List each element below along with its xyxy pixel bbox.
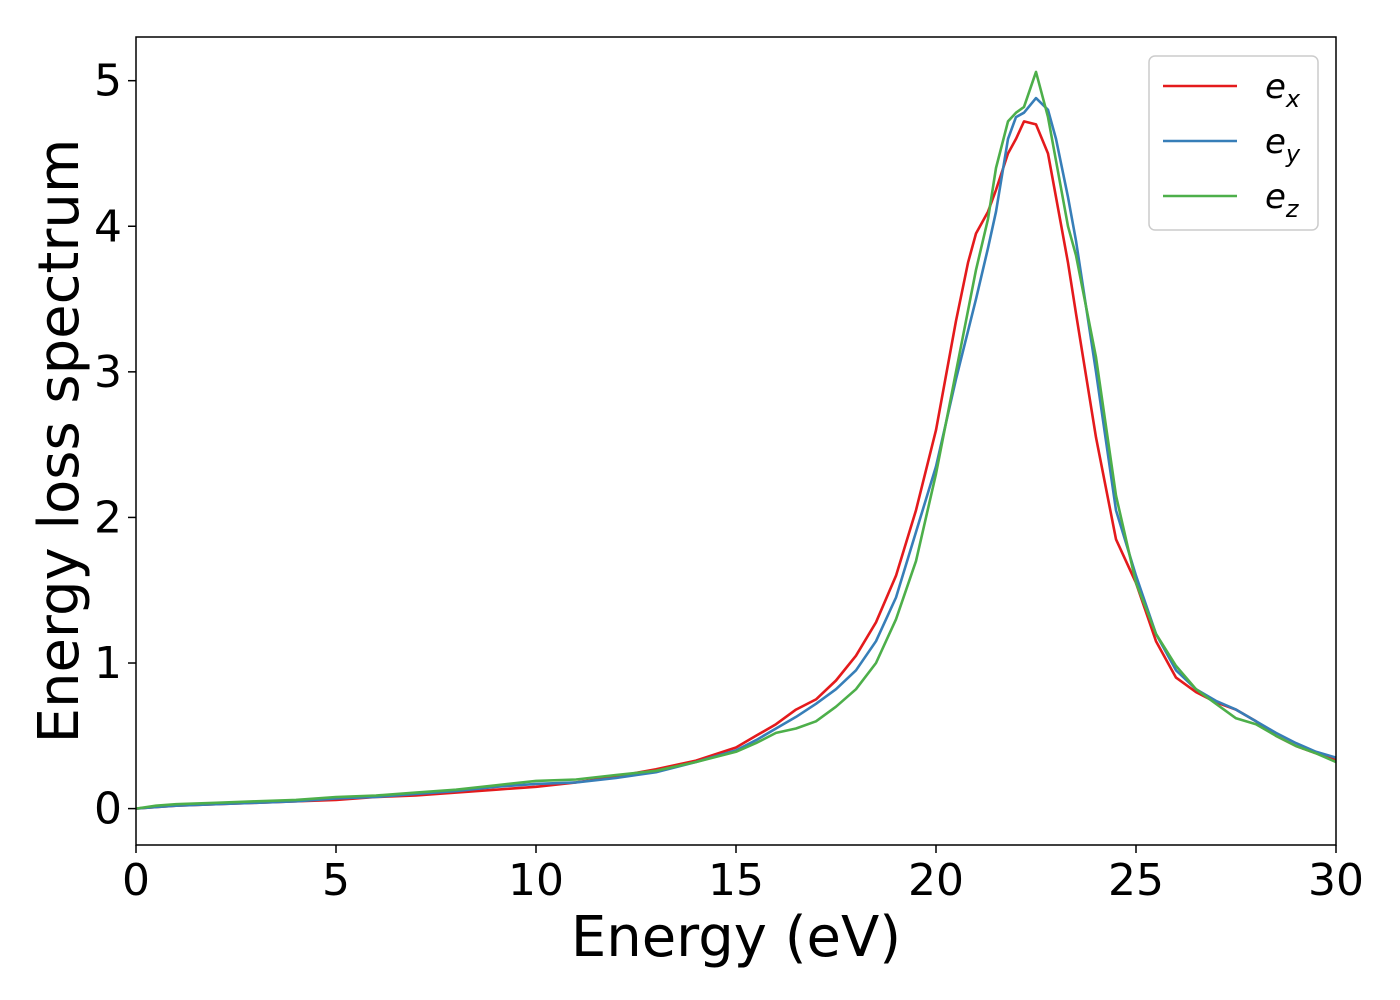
- y-tick-label: 2: [94, 492, 122, 543]
- y-tick-label: 1: [94, 638, 122, 689]
- x-tick-label: 5: [322, 855, 350, 906]
- series-line-ez: [135, 70, 1337, 810]
- x-axis: 0 5 10 15 20 25 30: [122, 845, 1364, 906]
- x-tick-label: 10: [508, 855, 564, 906]
- y-tick-label: 5: [94, 56, 122, 107]
- y-tick-label: 0: [94, 784, 122, 835]
- y-tick-label: 4: [94, 201, 122, 252]
- x-axis-title: Energy (eV): [571, 905, 901, 970]
- x-tick-label: 30: [1308, 855, 1364, 906]
- y-axis: 0 1 2 3 4 5: [94, 56, 136, 835]
- legend-box: [1148, 55, 1319, 231]
- y-tick-label: 3: [94, 347, 122, 398]
- x-tick-label: 15: [708, 855, 764, 906]
- x-tick-label: 20: [908, 855, 964, 906]
- x-tick-label: 0: [122, 855, 150, 906]
- plot-lines: [135, 70, 1337, 810]
- y-axis-title: Energy loss spectrum: [27, 139, 92, 744]
- x-tick-label: 25: [1108, 855, 1164, 906]
- series-line-ex: [135, 120, 1337, 810]
